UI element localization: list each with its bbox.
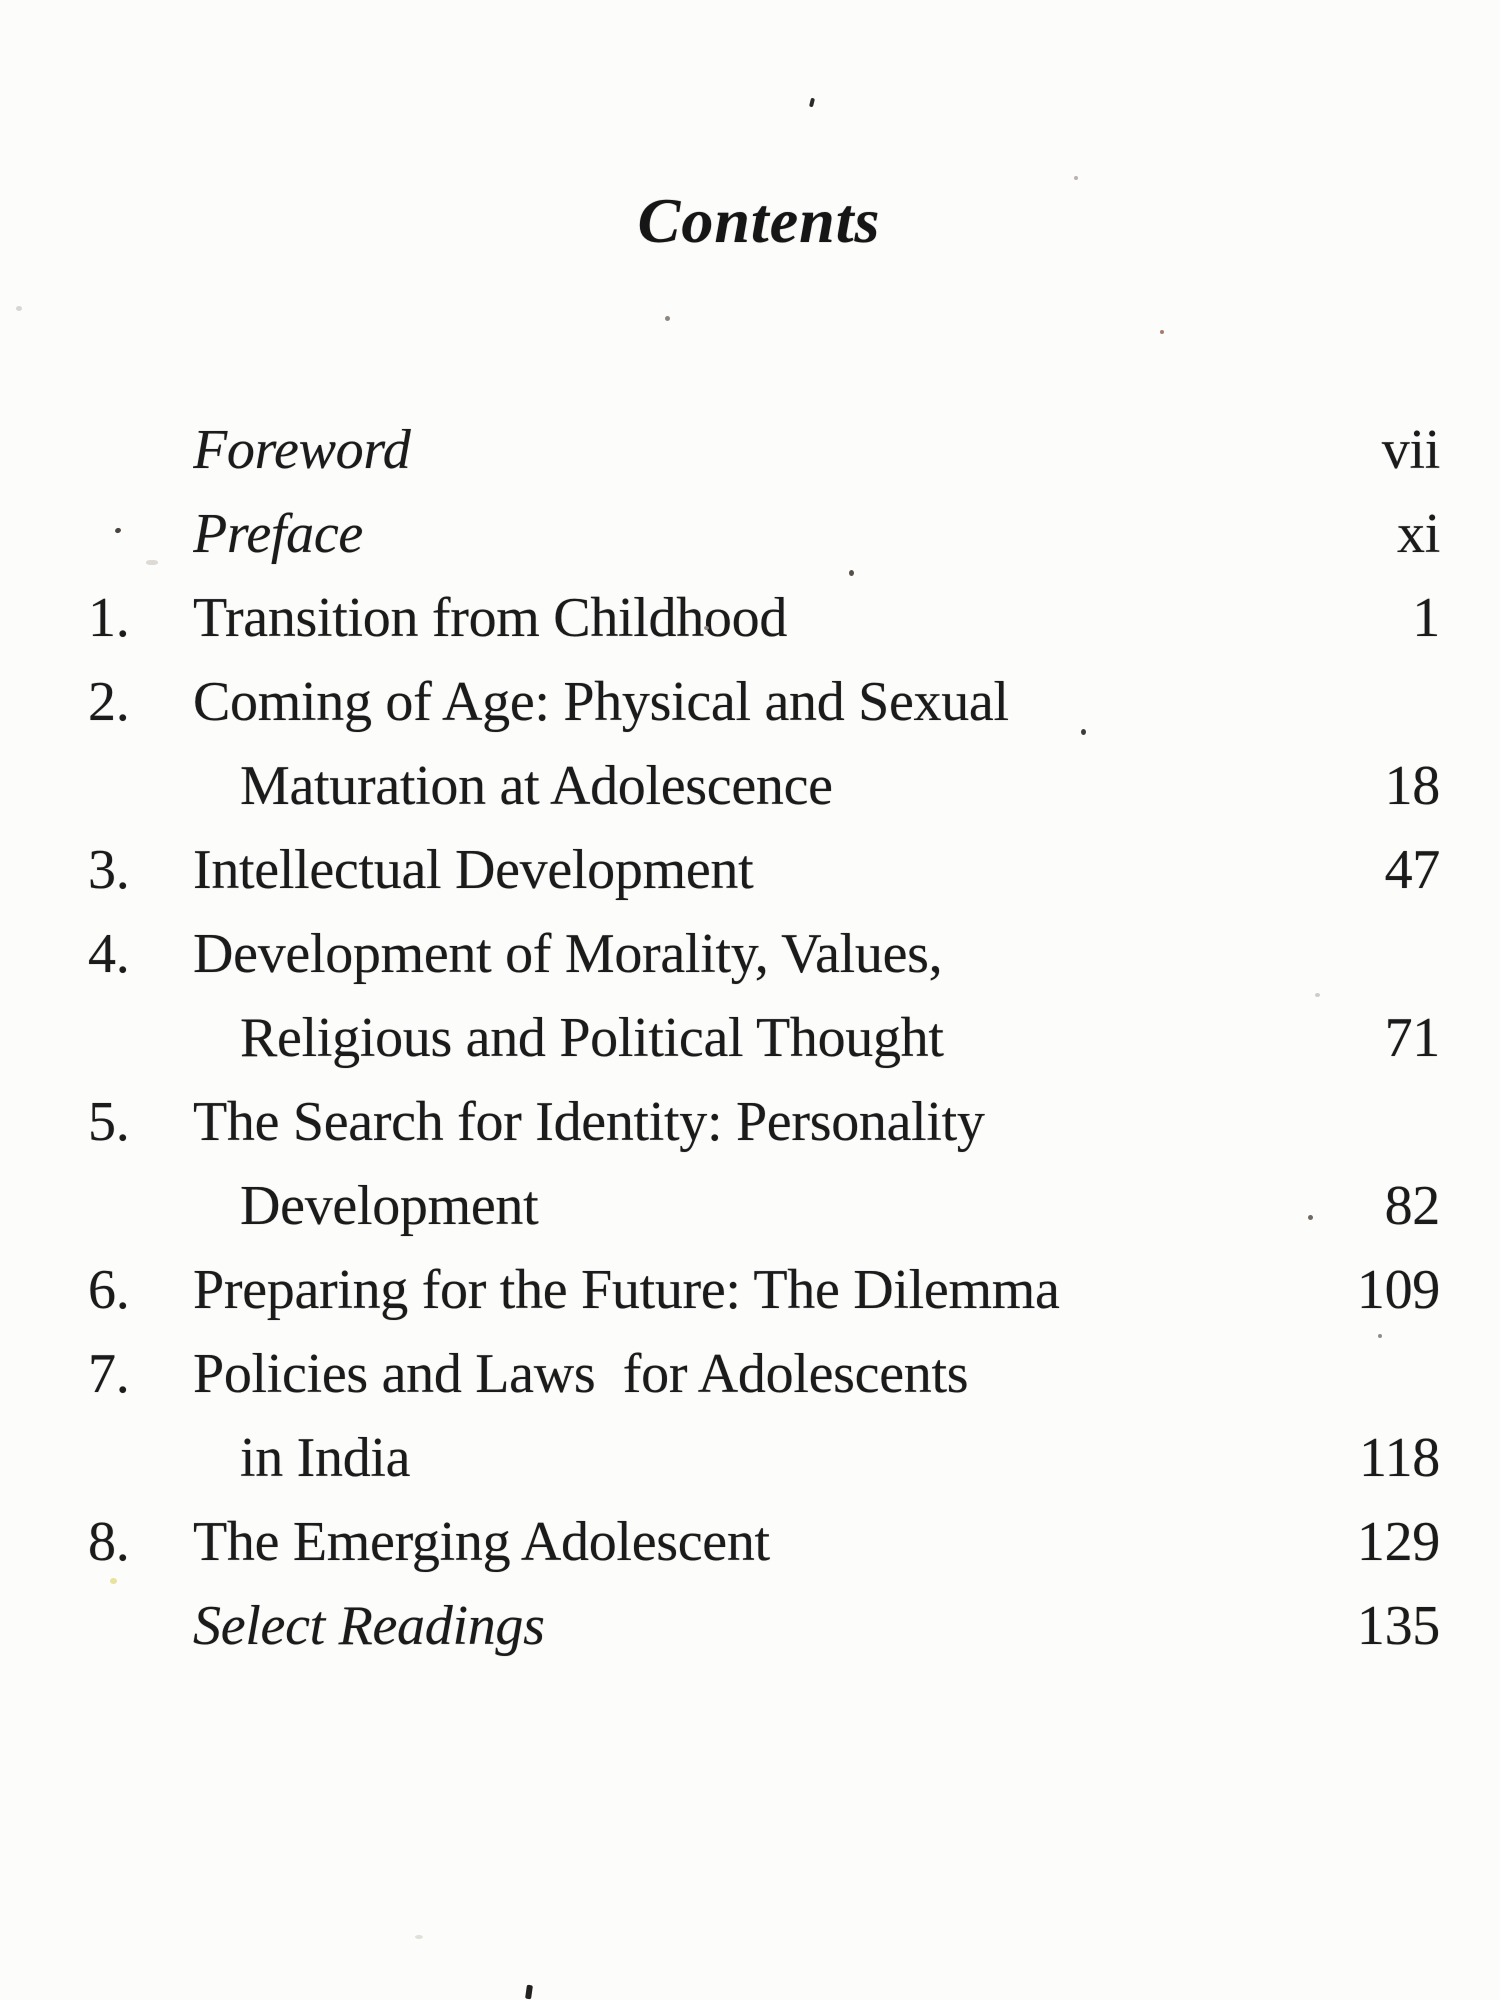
toc-row-title: Development of Morality, Values, bbox=[193, 923, 943, 985]
scan-speck bbox=[1315, 993, 1320, 997]
scan-speck bbox=[1308, 1215, 1313, 1220]
toc-row-page: 71 bbox=[1384, 1007, 1441, 1069]
toc-row-preface: Preface xi bbox=[88, 492, 1440, 576]
toc-row-number: 6. bbox=[88, 1259, 130, 1321]
toc-row-title: Foreword bbox=[193, 419, 411, 481]
scan-speck bbox=[1378, 1334, 1382, 1338]
table-of-contents: Foreword vii Preface xi 1. Transition fr… bbox=[88, 408, 1440, 1668]
toc-row-page: 129 bbox=[1356, 1511, 1440, 1573]
toc-row-page: 1 bbox=[1412, 587, 1440, 649]
scan-speck bbox=[665, 316, 670, 321]
scan-speck bbox=[525, 1984, 533, 2000]
scan-speck bbox=[849, 570, 854, 576]
toc-row-title: Development bbox=[240, 1175, 539, 1237]
scan-speck bbox=[146, 560, 158, 565]
toc-row-chapter-5-continuation: Development 82 bbox=[88, 1164, 1440, 1248]
toc-row-title: Maturation at Adolescence bbox=[240, 755, 833, 817]
page-title: Contents bbox=[637, 185, 881, 256]
toc-row-title: The Search for Identity: Personality bbox=[193, 1091, 985, 1153]
toc-row-title: Transition from Childhood bbox=[193, 587, 788, 649]
toc-row-page: 109 bbox=[1356, 1259, 1440, 1321]
toc-row-title: Preparing for the Future: The Dilemma bbox=[193, 1259, 1060, 1321]
toc-row-page: 47 bbox=[1384, 839, 1441, 901]
toc-row-number: 3. bbox=[88, 839, 130, 901]
toc-row-title: in India bbox=[240, 1427, 411, 1489]
toc-row-chapter-3: 3. Intellectual Development 47 bbox=[88, 828, 1440, 912]
toc-row-chapter-2: 2. Coming of Age: Physical and Sexual bbox=[88, 660, 1440, 744]
toc-row-title: Policies and Laws for Adolescents bbox=[193, 1343, 969, 1405]
scan-speck bbox=[808, 97, 816, 108]
toc-row-number: 1. bbox=[88, 587, 130, 649]
toc-row-title: Select Readings bbox=[193, 1595, 545, 1657]
toc-row-page: xi bbox=[1397, 503, 1440, 565]
toc-row-title: Preface bbox=[193, 503, 363, 565]
toc-row-page: 18 bbox=[1384, 755, 1441, 817]
toc-row-chapter-4-continuation: Religious and Political Thought 71 bbox=[88, 996, 1440, 1080]
toc-row-chapter-6: 6. Preparing for the Future: The Dilemma… bbox=[88, 1248, 1440, 1332]
toc-row-page: 82 bbox=[1384, 1175, 1441, 1237]
toc-row-page: 118 bbox=[1358, 1427, 1440, 1489]
toc-row-title: The Emerging Adolescent bbox=[193, 1511, 770, 1573]
toc-row-number: 5. bbox=[88, 1091, 130, 1153]
toc-row-title: Intellectual Development bbox=[193, 839, 754, 901]
toc-row-chapter-1: 1. Transition from Childhood 1 bbox=[88, 576, 1440, 660]
scan-speck bbox=[1081, 729, 1086, 735]
toc-row-number: 7. bbox=[88, 1343, 130, 1405]
toc-row-chapter-5: 5. The Search for Identity: Personality bbox=[88, 1080, 1440, 1164]
scan-speck bbox=[1160, 330, 1164, 334]
scan-speck bbox=[415, 1935, 423, 1939]
toc-row-page: 135 bbox=[1356, 1595, 1440, 1657]
toc-row-chapter-2-continuation: Maturation at Adolescence 18 bbox=[88, 744, 1440, 828]
toc-row-page: vii bbox=[1381, 419, 1441, 481]
toc-row-number: 2. bbox=[88, 671, 130, 733]
toc-row-number: 4. bbox=[88, 923, 130, 985]
toc-row-foreword: Foreword vii bbox=[88, 408, 1440, 492]
toc-row-chapter-4: 4. Development of Morality, Values, bbox=[88, 912, 1440, 996]
toc-row-chapter-7-continuation: in India 118 bbox=[88, 1416, 1440, 1500]
toc-row-select-readings: Select Readings 135 bbox=[88, 1584, 1440, 1668]
toc-row-chapter-8: 8. The Emerging Adolescent 129 bbox=[88, 1500, 1440, 1584]
scan-speck bbox=[110, 1578, 117, 1584]
toc-row-chapter-7: 7. Policies and Laws for Adolescents bbox=[88, 1332, 1440, 1416]
scan-speck bbox=[16, 306, 22, 311]
toc-row-title: Coming of Age: Physical and Sexual bbox=[193, 671, 1009, 733]
toc-row-number: 8. bbox=[88, 1511, 130, 1573]
toc-row-title: Religious and Political Thought bbox=[240, 1007, 944, 1069]
scan-speck bbox=[704, 626, 709, 630]
scan-speck bbox=[1074, 176, 1078, 180]
